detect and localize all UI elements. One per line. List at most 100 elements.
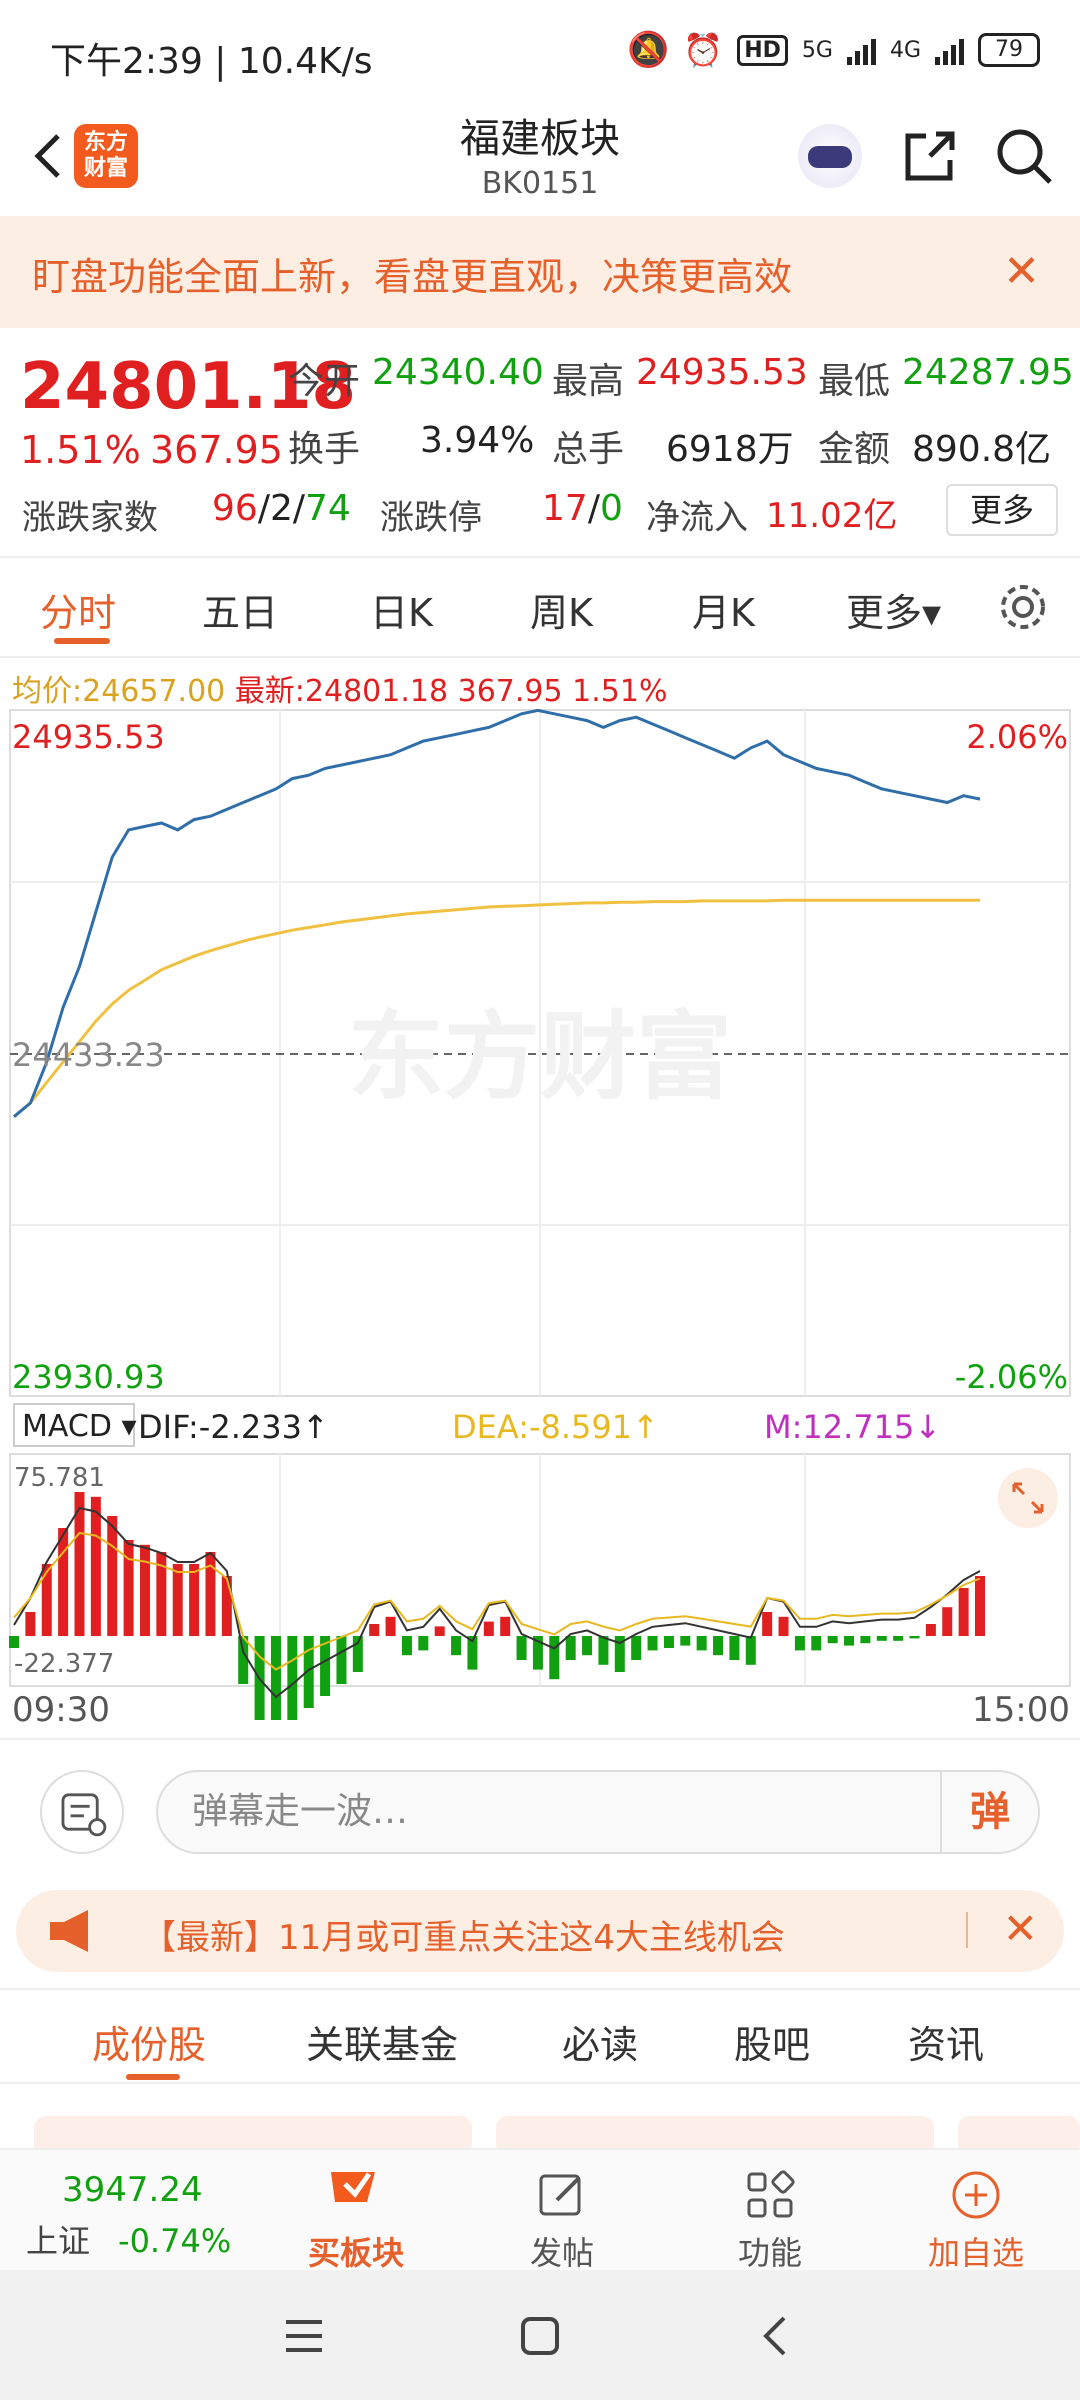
tab-weekly[interactable]: 周K <box>530 591 593 635</box>
intraday-chart[interactable]: 东方财富 24935.53 2.06% 24433.23 23930.93 -2… <box>0 700 1080 1720</box>
tab-daily[interactable]: 日K <box>370 591 433 635</box>
macd-bottom-label: -22.377 <box>14 1649 114 1679</box>
buy-sector-button[interactable]: 买板块 <box>286 2168 426 2274</box>
danmu-bar: 弹幕走一波… 弹 <box>0 1738 1080 1878</box>
macd-top-label: 75.781 <box>14 1463 105 1493</box>
tab-constituents[interactable]: 成份股 <box>92 2023 207 2067</box>
post-button[interactable]: 发帖 <box>492 2168 632 2274</box>
gear-icon[interactable] <box>996 580 1050 634</box>
turnover-label: 换手 <box>288 429 361 470</box>
macd-histogram <box>9 1492 985 1720</box>
share-icon[interactable] <box>900 126 960 186</box>
avg-price-line <box>13 898 980 1118</box>
price-line <box>13 708 981 1118</box>
close-icon[interactable]: ✕ <box>1002 1904 1038 1953</box>
macd-bar <box>336 1636 347 1684</box>
feature-banner[interactable]: 盯盘功能全面上新，看盘更直观，决策更高效 ✕ <box>0 216 1080 328</box>
macd-bar <box>844 1636 855 1646</box>
macd-bar <box>663 1636 674 1648</box>
tab-more[interactable]: 更多▾ <box>846 591 942 635</box>
top-pct-label: 2.06% <box>966 718 1068 756</box>
expand-icon[interactable] <box>998 1468 1058 1528</box>
amount-value: 890.8亿 <box>912 429 1052 470</box>
macd-bar <box>9 1636 19 1648</box>
current-price: 24801.18 <box>20 350 357 424</box>
macd-bar <box>189 1564 200 1636</box>
macd-selector[interactable] <box>13 1403 135 1447</box>
macd-bar <box>532 1636 543 1670</box>
macd-label: MACD ▾ <box>22 1409 137 1444</box>
macd-bar <box>107 1516 118 1636</box>
macd-bar <box>598 1636 609 1665</box>
net-5g: 5G <box>801 37 833 63</box>
plus-circle-icon <box>952 2171 1000 2219</box>
tab-monthly[interactable]: 月K <box>692 591 755 635</box>
index-widget[interactable]: 3947.24 上证 -0.74% <box>26 2170 266 2262</box>
danmu-input[interactable]: 弹幕走一波… 弹 <box>156 1770 1040 1854</box>
limit-value: 17/0 <box>542 488 623 529</box>
close-icon[interactable]: ✕ <box>1003 246 1040 297</box>
macd-bar <box>958 1588 969 1636</box>
change-amount: 367.95 <box>150 428 283 472</box>
mid-price-label: 24433.23 <box>12 1036 165 1074</box>
assistant-icon[interactable] <box>798 124 862 188</box>
more-button[interactable]: 更多 <box>946 484 1058 536</box>
net-4g: 4G <box>889 37 921 63</box>
macd-bar <box>238 1636 249 1684</box>
news-ticker[interactable]: 【最新】11月或可重点关注这4大主线机会 ✕ <box>16 1890 1064 1972</box>
macd-bar <box>729 1636 740 1660</box>
signal-icon-2 <box>935 35 964 65</box>
app-logo: 东方 财富 <box>74 124 138 188</box>
add-watchlist-button[interactable]: 加自选 <box>906 2168 1046 2274</box>
tab-5day[interactable]: 五日 <box>202 591 279 635</box>
macd-bar <box>270 1636 281 1720</box>
macd-bar <box>549 1636 560 1680</box>
battery-icon: 79 <box>978 33 1040 67</box>
macd-bar <box>287 1636 298 1720</box>
bottom-price-label: 23930.93 <box>12 1358 165 1396</box>
home-icon[interactable] <box>520 2316 560 2356</box>
status-time: 下午2:39 | 10.4K/s <box>50 41 373 82</box>
macd-bar <box>123 1540 134 1636</box>
m-label: M:12.715↓ <box>764 1408 941 1446</box>
status-icons: 🔕 ⏰ HD 5G 4G 79 <box>627 30 1040 70</box>
tab-intraday[interactable]: 分时 <box>40 591 117 635</box>
menu-icon[interactable] <box>284 2318 324 2354</box>
news-text: 【最新】11月或可重点关注这4大主线机会 <box>142 1918 785 1958</box>
macd-bar <box>582 1636 593 1656</box>
macd-bar <box>401 1636 412 1656</box>
tab-forum[interactable]: 股吧 <box>734 2023 811 2067</box>
sub-tabs: 成份股 关联基金 必读 股吧 资讯 <box>0 1988 1080 2084</box>
buy-icon <box>331 2172 375 2202</box>
macd-bar <box>909 1636 920 1639</box>
tab-must-read[interactable]: 必读 <box>562 2023 639 2067</box>
macd-bar <box>369 1624 380 1636</box>
tab-news[interactable]: 资讯 <box>908 2023 985 2067</box>
dif-line <box>13 1506 981 1699</box>
status-bar: 下午2:39 | 10.4K/s 🔕 ⏰ HD 5G 4G 79 <box>0 0 1080 106</box>
search-icon[interactable] <box>994 126 1054 186</box>
back-nav-icon[interactable] <box>760 2314 790 2358</box>
turnover-value: 3.94% <box>420 420 535 461</box>
back-icon[interactable] <box>24 126 74 186</box>
tab-funds[interactable]: 关联基金 <box>306 2023 459 2067</box>
danmu-settings-icon[interactable] <box>40 1770 124 1854</box>
macd-bar <box>205 1552 216 1636</box>
macd-bar <box>860 1636 871 1644</box>
system-nav-bar <box>0 2270 1080 2400</box>
volume-value: 6918万 <box>666 429 794 470</box>
function-button[interactable]: 功能 <box>700 2168 840 2274</box>
danmu-toggle-button[interactable]: 弹 <box>940 1772 1038 1852</box>
macd-bar <box>925 1624 936 1636</box>
macd-bar <box>745 1636 756 1665</box>
macd-bar <box>139 1544 150 1636</box>
top-price-label: 24935.53 <box>12 718 165 756</box>
dif-label: DIF:-2.233↑ <box>138 1408 329 1446</box>
change-percent: 1.51% <box>20 428 141 472</box>
macd-bar <box>25 1612 36 1636</box>
breadth-label: 涨跌家数 <box>22 498 158 538</box>
banner-text: 盯盘功能全面上新，看盘更直观，决策更高效 <box>32 255 793 299</box>
macd-bar <box>631 1636 642 1660</box>
macd-bar <box>172 1564 183 1636</box>
bottom-pct-label: -2.06% <box>955 1358 1068 1396</box>
